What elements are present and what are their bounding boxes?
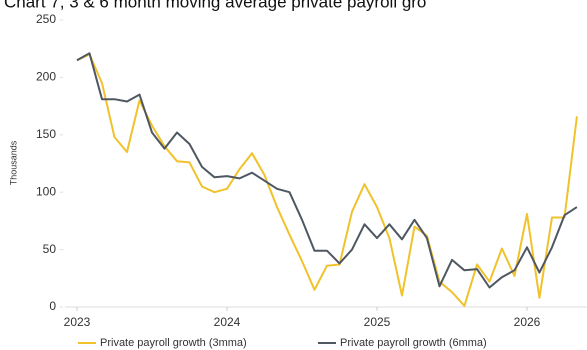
chart-title: Chart 7, 3 & 6 month moving average priv… — [4, 0, 426, 11]
y-tick-label: 250 — [36, 12, 56, 26]
y-tick-label: 0 — [49, 299, 56, 313]
x-tick-label: 2023 — [64, 315, 91, 329]
y-tick-label: 100 — [36, 184, 56, 198]
series-line — [76, 53, 578, 307]
x-tick-label: 2026 — [514, 315, 541, 329]
y-axis-label: Thousands — [8, 140, 18, 185]
y-tick-label: 50 — [43, 242, 57, 256]
y-tick-label: 150 — [36, 127, 56, 141]
legend-label: Private payroll growth (3mma) — [100, 337, 247, 349]
x-tick-label: 2024 — [214, 315, 241, 329]
x-tick-label: 2025 — [364, 315, 391, 329]
series-line — [76, 52, 578, 289]
y-tick-label: 200 — [36, 70, 56, 84]
legend-label: Private payroll growth (6mma) — [340, 337, 487, 349]
